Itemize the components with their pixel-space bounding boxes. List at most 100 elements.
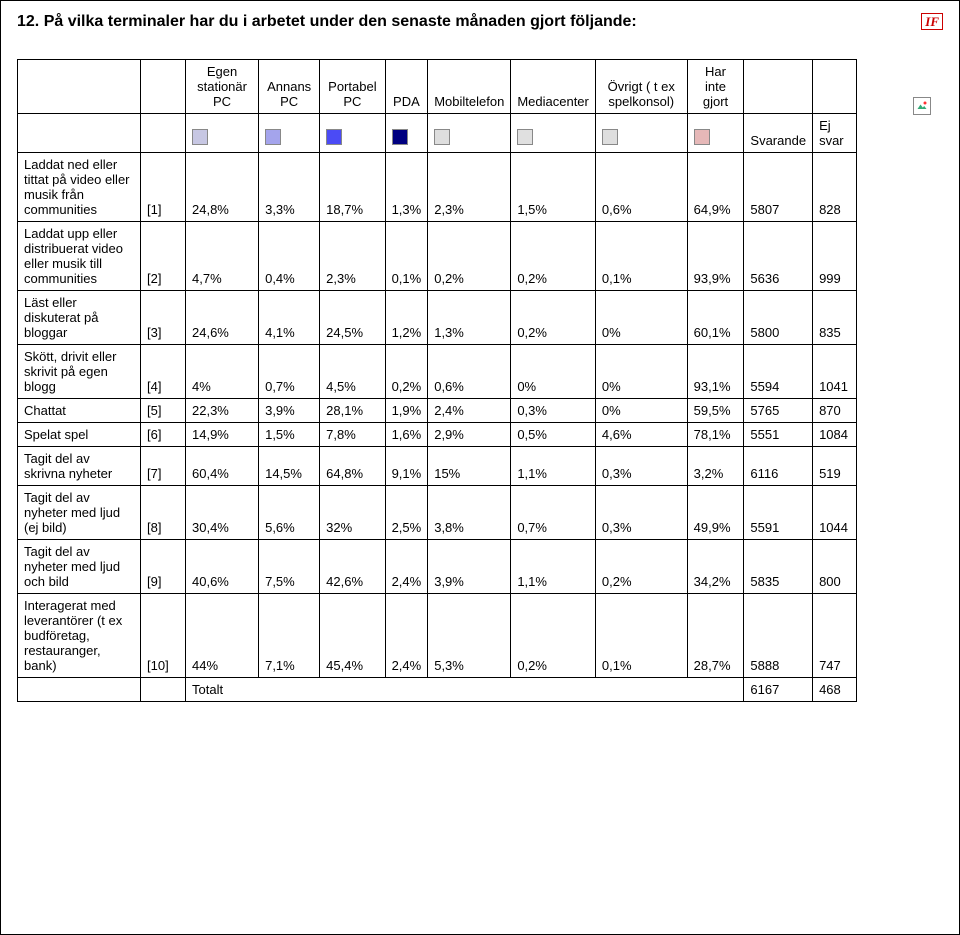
cell: 0,2% xyxy=(595,540,687,594)
cell: 4,5% xyxy=(320,345,385,399)
cell: 5888 xyxy=(744,594,813,678)
cell: 2,3% xyxy=(428,153,511,222)
survey-page: 12. På vilka terminaler har du i arbetet… xyxy=(0,0,960,935)
table-row: Interagerat med leverantörer (t ex budfö… xyxy=(18,594,857,678)
cell: 5,3% xyxy=(428,594,511,678)
cell: 15% xyxy=(428,447,511,486)
total-label: Totalt xyxy=(186,678,744,702)
cell: 42,6% xyxy=(320,540,385,594)
cell: 2,4% xyxy=(428,399,511,423)
cell: 24,6% xyxy=(186,291,259,345)
row-label: Laddat upp eller distribuerat video elle… xyxy=(18,222,141,291)
cell: 5765 xyxy=(744,399,813,423)
cell: 0,1% xyxy=(385,222,428,291)
row-label: Skött, drivit eller skrivit på egen blog… xyxy=(18,345,141,399)
cell: 999 xyxy=(813,222,857,291)
cell: 0,3% xyxy=(595,447,687,486)
swatch-7 xyxy=(602,129,618,145)
cell: 870 xyxy=(813,399,857,423)
table-row: Tagit del av nyheter med ljud och bild[9… xyxy=(18,540,857,594)
row-label: Interagerat med leverantörer (t ex budfö… xyxy=(18,594,141,678)
cell: 49,9% xyxy=(687,486,744,540)
table-row: Tagit del av skrivna nyheter[7]60,4%14,5… xyxy=(18,447,857,486)
swatch-1 xyxy=(192,129,208,145)
col-ej-svar: Ej svar xyxy=(813,114,857,153)
row-index: [6] xyxy=(141,423,186,447)
cell: 1,5% xyxy=(259,423,320,447)
cell: 7,5% xyxy=(259,540,320,594)
cell: 0,2% xyxy=(428,222,511,291)
cell: 1,9% xyxy=(385,399,428,423)
cell: 64,9% xyxy=(687,153,744,222)
cell: 1,2% xyxy=(385,291,428,345)
cell: 0,1% xyxy=(595,594,687,678)
swatch-row: Svarande Ej svar xyxy=(18,114,857,153)
cell: 6116 xyxy=(744,447,813,486)
cell: 45,4% xyxy=(320,594,385,678)
cell: 0,4% xyxy=(259,222,320,291)
cell: 0,7% xyxy=(511,486,596,540)
cell: 0,3% xyxy=(511,399,596,423)
cell: 0% xyxy=(595,399,687,423)
cell: 9,1% xyxy=(385,447,428,486)
swatch-5 xyxy=(434,129,450,145)
cell: 59,5% xyxy=(687,399,744,423)
row-label: Chattat xyxy=(18,399,141,423)
swatch-2 xyxy=(265,129,281,145)
cell: 0,5% xyxy=(511,423,596,447)
cell: 78,1% xyxy=(687,423,744,447)
cell: 1,6% xyxy=(385,423,428,447)
cell: 2,3% xyxy=(320,222,385,291)
col-mediacenter: Mediacenter xyxy=(511,60,596,114)
cell: 3,9% xyxy=(259,399,320,423)
table-row: Spelat spel[6]14,9%1,5%7,8%1,6%2,9%0,5%4… xyxy=(18,423,857,447)
row-label: Tagit del av nyheter med ljud (ej bild) xyxy=(18,486,141,540)
row-index: [5] xyxy=(141,399,186,423)
cell: 519 xyxy=(813,447,857,486)
cell: 18,7% xyxy=(320,153,385,222)
swatch-3 xyxy=(326,129,342,145)
col-pda: PDA xyxy=(385,60,428,114)
row-index: [2] xyxy=(141,222,186,291)
row-label: Spelat spel xyxy=(18,423,141,447)
table-row: Laddat ned eller tittat på video eller m… xyxy=(18,153,857,222)
cell: 0,7% xyxy=(259,345,320,399)
col-har-inte: Har inte gjort xyxy=(687,60,744,114)
cell: 1,3% xyxy=(428,291,511,345)
cell: 7,8% xyxy=(320,423,385,447)
cell: 40,6% xyxy=(186,540,259,594)
image-placeholder-icon xyxy=(913,97,931,115)
col-egen-pc: Egen stationär PC xyxy=(186,60,259,114)
title-row: 12. På vilka terminaler har du i arbetet… xyxy=(17,13,943,31)
cell: 2,5% xyxy=(385,486,428,540)
swatch-4 xyxy=(392,129,408,145)
cell: 0,2% xyxy=(511,291,596,345)
cell: 747 xyxy=(813,594,857,678)
cell: 5594 xyxy=(744,345,813,399)
cell: 44% xyxy=(186,594,259,678)
cell: 60,1% xyxy=(687,291,744,345)
cell: 93,9% xyxy=(687,222,744,291)
cell: 3,9% xyxy=(428,540,511,594)
cell: 0% xyxy=(595,291,687,345)
table-row: Laddat upp eller distribuerat video elle… xyxy=(18,222,857,291)
cell: 835 xyxy=(813,291,857,345)
row-index: [3] xyxy=(141,291,186,345)
table-row: Skött, drivit eller skrivit på egen blog… xyxy=(18,345,857,399)
cell: 28,1% xyxy=(320,399,385,423)
cell: 64,8% xyxy=(320,447,385,486)
if-badge: IF xyxy=(921,13,943,30)
cell: 5807 xyxy=(744,153,813,222)
cell: 14,9% xyxy=(186,423,259,447)
row-label: Laddat ned eller tittat på video eller m… xyxy=(18,153,141,222)
header-row: Egen stationär PC Annans PC Portabel PC … xyxy=(18,60,857,114)
row-label: Tagit del av skrivna nyheter xyxy=(18,447,141,486)
cell: 22,3% xyxy=(186,399,259,423)
cell: 7,1% xyxy=(259,594,320,678)
cell: 2,4% xyxy=(385,594,428,678)
cell: 4,6% xyxy=(595,423,687,447)
cell: 30,4% xyxy=(186,486,259,540)
cell: 5800 xyxy=(744,291,813,345)
cell: 0% xyxy=(511,345,596,399)
row-index: [8] xyxy=(141,486,186,540)
